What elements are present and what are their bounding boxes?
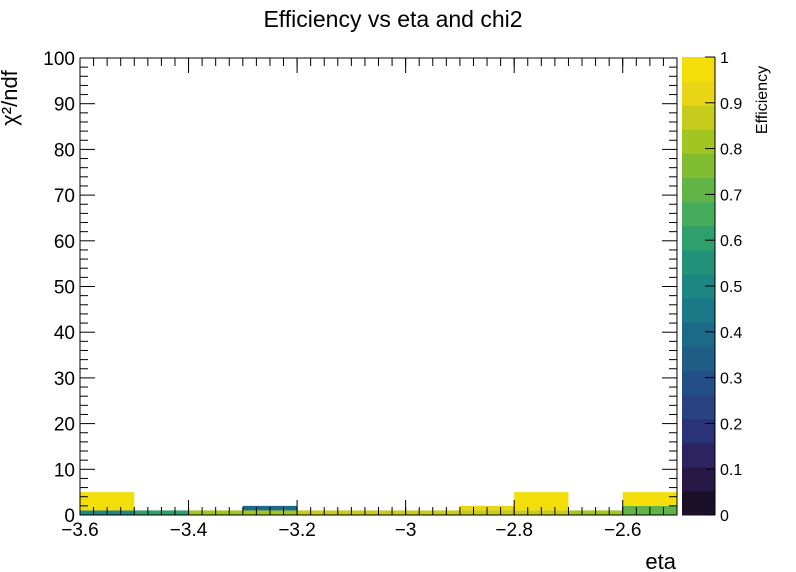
- colorbar-tick-label: 0.6: [720, 233, 742, 250]
- y-tick-label: 50: [54, 278, 75, 299]
- chart-title: Efficiency vs eta and chi2: [263, 6, 522, 32]
- y-tick-label: 40: [54, 323, 75, 344]
- y-axis-label: χ²/ndf: [0, 69, 22, 125]
- colorbar-tick-label: 0.9: [720, 96, 742, 113]
- colorbar-tick-label: 0: [720, 508, 729, 525]
- y-tick-label: 70: [54, 186, 75, 207]
- colorbar: 0 0.1 0.2 0.3 0.4 0.5 0.6 0.7 0.8 0.9 1: [682, 50, 742, 525]
- colorbar-segment: [682, 442, 715, 468]
- colorbar-segment: [682, 153, 715, 179]
- colorbar-segment: [682, 490, 715, 516]
- colorbar-segment: [682, 249, 715, 275]
- colorbar-tick-label: 0.7: [720, 187, 742, 204]
- y-tick-label: 90: [54, 95, 75, 116]
- x-axis-label: eta: [645, 549, 676, 572]
- colorbar-segment: [682, 370, 715, 395]
- axis-ticks: 0 10 20 30 40 50 60 70 80 90 100 −3.6 −3.4 −3.2 −3 −2.8…: [43, 49, 678, 541]
- y-tick-label: 30: [54, 369, 75, 390]
- colorbar-segment: [682, 394, 715, 420]
- colorbar-tick-label: 0.3: [720, 371, 742, 388]
- colorbar-tick-label: 0.8: [720, 142, 742, 159]
- colorbar-tick-label: 0.5: [720, 279, 742, 296]
- x-tick-label: −2.8: [495, 520, 533, 541]
- colorbar-tick-label: 0.4: [720, 325, 742, 342]
- colorbar-segment: [682, 298, 715, 323]
- heatmap-cell-15: [622, 492, 677, 506]
- y-tick-label: 60: [54, 232, 75, 253]
- colorbar-label: Efficiency: [754, 66, 771, 134]
- y-tick-label: 10: [54, 460, 75, 481]
- y-tick-label: 100: [43, 49, 75, 70]
- x-tick-label: −3.4: [170, 520, 208, 541]
- x-tick-label: −3: [395, 520, 417, 541]
- colorbar-segment: [682, 346, 715, 371]
- colorbar-tick-label: 0.1: [720, 462, 742, 479]
- colorbar-tick-label: 0.2: [720, 416, 742, 433]
- colorbar-segment: [682, 225, 715, 251]
- colorbar-segment: [682, 177, 715, 203]
- colorbar-segment: [682, 201, 715, 227]
- colorbar-tick-label: 1: [720, 50, 729, 67]
- colorbar-segment: [682, 322, 715, 347]
- x-tick-label: −2.6: [604, 520, 642, 541]
- colorbar-segment: [682, 81, 715, 106]
- colorbar-segment: [682, 466, 715, 492]
- x-tick-label: −3.6: [61, 520, 99, 541]
- heatmap-cell-12: [514, 492, 569, 511]
- y-tick-label: 0: [64, 506, 75, 527]
- y-tick-label: 20: [54, 415, 75, 436]
- colorbar-segment: [682, 418, 715, 444]
- colorbar-segment: [682, 129, 715, 154]
- x-tick-label: −3.2: [278, 520, 316, 541]
- heatmap-cell-1: [80, 492, 135, 511]
- colorbar-segment: [682, 57, 715, 82]
- y-tick-label: 80: [54, 140, 75, 161]
- colorbar-segment: [682, 105, 715, 130]
- plot-frame: [79, 57, 678, 516]
